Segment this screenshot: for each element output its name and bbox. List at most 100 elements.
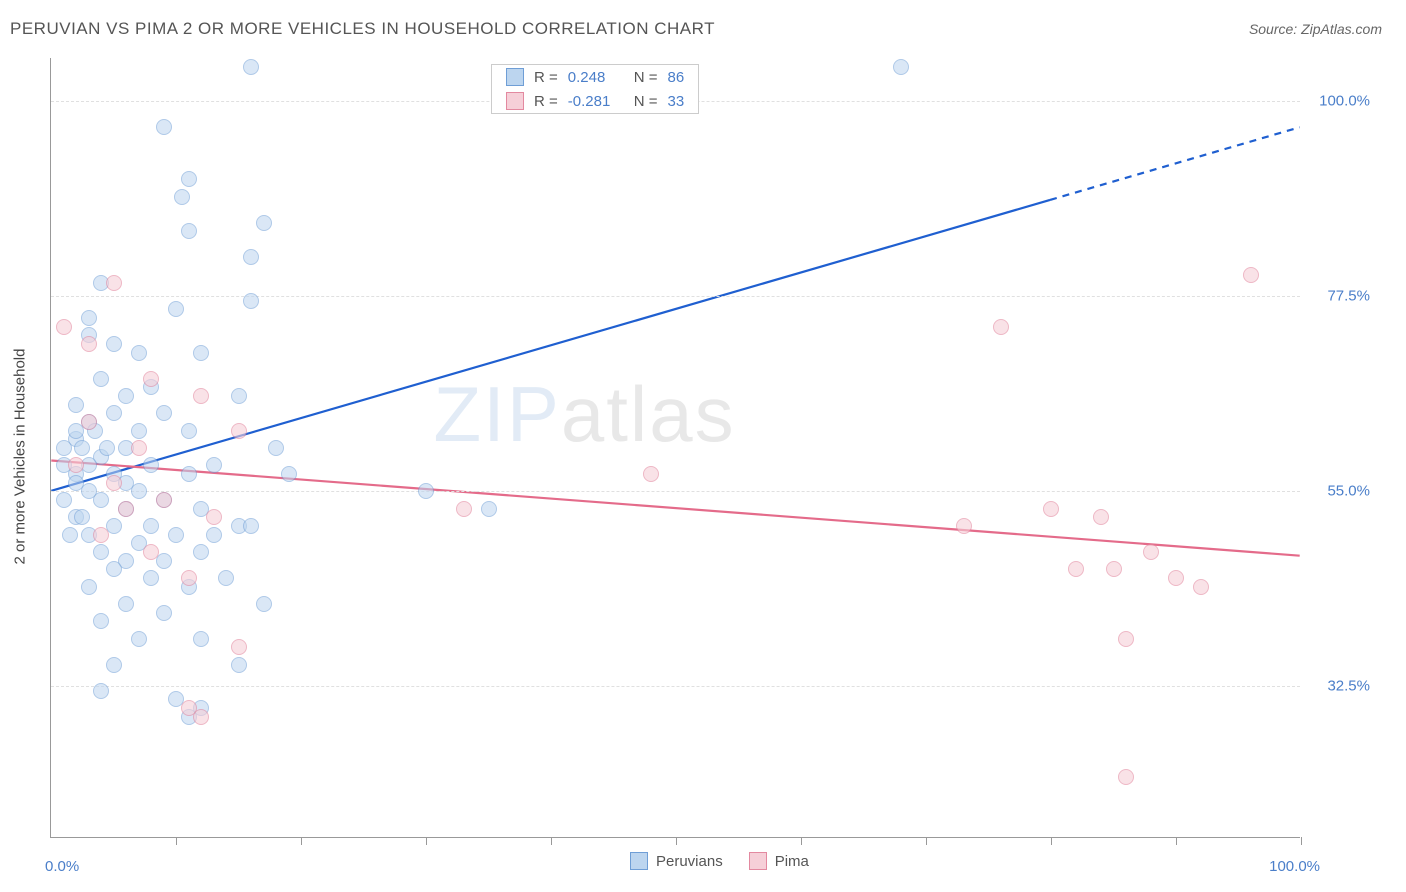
scatter-point-pima: [993, 319, 1009, 335]
scatter-point-peruvians: [143, 457, 159, 473]
scatter-point-peruvians: [268, 440, 284, 456]
stat-row-pima: R = -0.281 N = 33: [492, 89, 698, 113]
stat-row-peruvians: R =0.248N =86: [492, 65, 698, 89]
scatter-point-peruvians: [62, 527, 78, 543]
y-tick-label: 55.0%: [1310, 483, 1370, 500]
scatter-point-peruvians: [243, 518, 259, 534]
scatter-point-pima: [1068, 561, 1084, 577]
scatter-point-pima: [143, 544, 159, 560]
y-axis-title: 2 or more Vehicles in Household: [12, 347, 29, 567]
gridline: [51, 491, 1300, 492]
correlation-stat-box: R =0.248N =86R =-0.281N =33: [491, 64, 699, 114]
x-tick: [176, 837, 177, 845]
stat-n-value-pima: 33: [668, 93, 685, 110]
scatter-point-peruvians: [131, 345, 147, 361]
scatter-point-peruvians: [206, 527, 222, 543]
scatter-point-pima: [643, 466, 659, 482]
scatter-point-pima: [143, 371, 159, 387]
scatter-point-peruvians: [156, 605, 172, 621]
x-tick: [1176, 837, 1177, 845]
scatter-point-pima: [181, 570, 197, 586]
chart-title: PERUVIAN VS PIMA 2 OR MORE VEHICLES IN H…: [10, 19, 715, 39]
scatter-point-peruvians: [131, 631, 147, 647]
x-axis-min-label: 0.0%: [45, 858, 79, 875]
x-axis-max-label: 100.0%: [1269, 858, 1320, 875]
scatter-point-peruvians: [156, 119, 172, 135]
scatter-point-peruvians: [193, 544, 209, 560]
scatter-point-peruvians: [81, 310, 97, 326]
scatter-point-pima: [1168, 570, 1184, 586]
scatter-point-pima: [93, 527, 109, 543]
scatter-point-pima: [956, 518, 972, 534]
scatter-point-pima: [1193, 579, 1209, 595]
scatter-point-peruvians: [74, 440, 90, 456]
x-tick: [676, 837, 677, 845]
stat-r-label: R =: [534, 93, 558, 110]
chart-header: PERUVIAN VS PIMA 2 OR MORE VEHICLES IN H…: [0, 0, 1406, 48]
scatter-point-peruvians: [106, 561, 122, 577]
scatter-point-peruvians: [156, 405, 172, 421]
scatter-point-pima: [56, 319, 72, 335]
scatter-point-peruvians: [193, 631, 209, 647]
scatter-point-pima: [106, 475, 122, 491]
scatter-point-peruvians: [243, 59, 259, 75]
scatter-point-peruvians: [206, 457, 222, 473]
scatter-point-peruvians: [243, 293, 259, 309]
scatter-point-peruvians: [231, 657, 247, 673]
scatter-point-pima: [206, 509, 222, 525]
legend-swatch-pima: [749, 852, 767, 870]
scatter-point-pima: [231, 423, 247, 439]
trend-lines-layer: [51, 58, 1300, 837]
y-tick-label: 32.5%: [1310, 678, 1370, 695]
x-tick: [551, 837, 552, 845]
scatter-point-pima: [68, 457, 84, 473]
trend-line-peruvians-dashed: [1050, 127, 1300, 200]
scatter-point-peruvians: [174, 189, 190, 205]
stat-n-label: N =: [634, 93, 658, 110]
scatter-point-peruvians: [56, 492, 72, 508]
scatter-point-peruvians: [168, 527, 184, 543]
scatter-point-pima: [1143, 544, 1159, 560]
scatter-point-peruvians: [93, 544, 109, 560]
scatter-point-peruvians: [256, 596, 272, 612]
legend-label-peruvians: Peruvians: [656, 853, 723, 870]
stat-swatch-pima: [506, 92, 524, 110]
stat-r-label: R =: [534, 69, 558, 86]
scatter-point-peruvians: [74, 509, 90, 525]
scatter-point-peruvians: [143, 570, 159, 586]
scatter-point-pima: [456, 501, 472, 517]
scatter-point-pima: [1043, 501, 1059, 517]
scatter-point-peruvians: [68, 397, 84, 413]
x-tick: [1051, 837, 1052, 845]
scatter-point-peruvians: [68, 475, 84, 491]
scatter-point-peruvians: [243, 249, 259, 265]
scatter-point-pima: [156, 492, 172, 508]
scatter-point-pima: [118, 501, 134, 517]
scatter-point-pima: [193, 388, 209, 404]
series-legend: Peruvians Pima: [630, 852, 809, 870]
scatter-point-peruvians: [93, 613, 109, 629]
scatter-point-peruvians: [81, 579, 97, 595]
scatter-point-peruvians: [99, 440, 115, 456]
scatter-point-pima: [1243, 267, 1259, 283]
scatter-point-peruvians: [181, 171, 197, 187]
scatter-point-pima: [1118, 631, 1134, 647]
stat-r-value-pima: -0.281: [568, 93, 624, 110]
stat-n-value-peruvians: 86: [668, 69, 685, 86]
scatter-point-peruvians: [131, 483, 147, 499]
scatter-point-peruvians: [106, 405, 122, 421]
scatter-point-peruvians: [143, 518, 159, 534]
scatter-point-peruvians: [93, 683, 109, 699]
legend-swatch-peruvians: [630, 852, 648, 870]
scatter-point-pima: [1106, 561, 1122, 577]
trend-line-pima: [51, 460, 1299, 555]
scatter-point-peruvians: [218, 570, 234, 586]
scatter-point-peruvians: [181, 423, 197, 439]
scatter-point-pima: [1118, 769, 1134, 785]
scatter-point-peruvians: [893, 59, 909, 75]
scatter-point-peruvians: [181, 466, 197, 482]
chart-plot-area: ZIPatlas R =0.248N =86R =-0.281N =33 0.0…: [50, 58, 1300, 838]
scatter-point-peruvians: [418, 483, 434, 499]
scatter-point-peruvians: [93, 492, 109, 508]
legend-item-pima: Pima: [749, 852, 809, 870]
